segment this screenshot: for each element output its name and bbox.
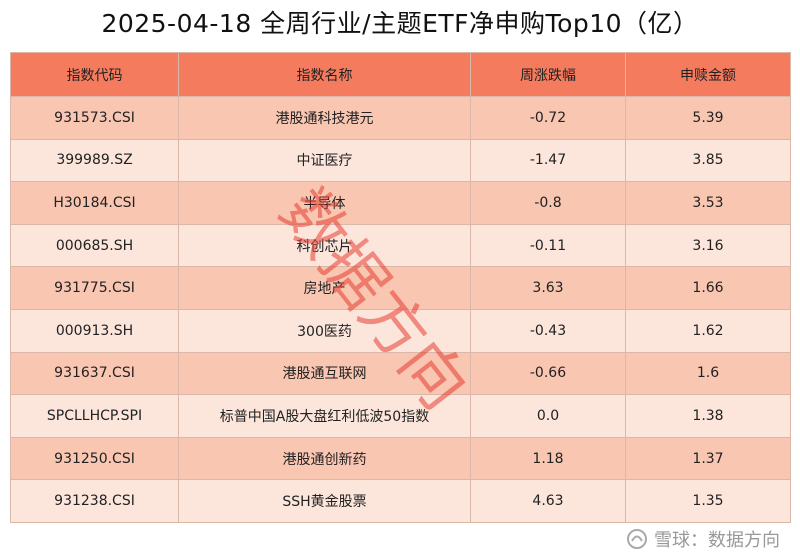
table-cell: 1.6	[625, 351, 791, 396]
table-cell: 3.85	[625, 138, 791, 183]
table-cell: 中证医疗	[178, 138, 471, 183]
table-cell: 931637.CSI	[10, 351, 179, 396]
table-cell: 931573.CSI	[10, 96, 179, 140]
table-cell: 半导体	[178, 181, 471, 225]
table-row: SPCLLHCP.SPI 标普中国A股大盘红利低波50指数 0.0 1.38	[10, 394, 791, 438]
column-header: 周涨跌幅	[470, 52, 626, 97]
table-cell: 1.38	[625, 394, 791, 438]
table-cell: 3.53	[625, 181, 791, 225]
table-cell: -0.8	[470, 181, 626, 225]
table-cell: 标普中国A股大盘红利低波50指数	[178, 394, 471, 438]
table-body: 931573.CSI 港股通科技港元 -0.72 5.39 399989.SZ 中证医疗 -…	[10, 96, 791, 523]
table-row: 931637.CSI 港股通互联网 -0.66 1.6	[10, 351, 791, 396]
table-cell: 000913.SH	[10, 308, 179, 353]
logo-icon	[627, 529, 647, 549]
table-cell: SSH黄金股票	[178, 479, 471, 523]
table-cell: 1.35	[625, 479, 791, 523]
footer-source: 雪球：数据方向	[654, 530, 780, 551]
table-row: 931573.CSI 港股通科技港元 -0.72 5.39	[10, 96, 791, 140]
table-cell: 科创芯片	[178, 223, 471, 268]
table-cell: 1.62	[625, 308, 791, 353]
table-cell: 0.0	[470, 394, 626, 438]
table-row: 399989.SZ 中证医疗 -1.47 3.85	[10, 138, 791, 183]
column-header: 指数名称	[178, 52, 471, 97]
column-header: 指数代码	[10, 52, 179, 97]
table-cell: 000685.SH	[10, 223, 179, 268]
table-cell: 房地产	[178, 266, 471, 310]
table-cell: 931775.CSI	[10, 266, 179, 310]
table-cell: -0.72	[470, 96, 626, 140]
header-row: 指数代码 指数名称 周涨跌幅 申赎金额	[10, 52, 791, 97]
table-cell: 931238.CSI	[10, 479, 179, 523]
table-cell: -0.66	[470, 351, 626, 396]
table-cell: 3.16	[625, 223, 791, 268]
table-cell: 3.63	[470, 266, 626, 310]
table-cell: -0.11	[470, 223, 626, 268]
table-cell: 300医药	[178, 308, 471, 353]
table-row: 000913.SH 300医药 -0.43 1.62	[10, 308, 791, 353]
table-cell: 港股通互联网	[178, 351, 471, 396]
table-cell: 5.39	[625, 96, 791, 140]
table-cell: 1.37	[625, 436, 791, 481]
table-row: 000685.SH 科创芯片 -0.11 3.16	[10, 223, 791, 268]
table-cell: H30184.CSI	[10, 181, 179, 225]
data-table: 指数代码 指数名称 周涨跌幅 申赎金额 931573.CSI 港股通科技港元 -0.72 5…	[10, 52, 791, 523]
table-row: 931250.CSI 港股通创新药 1.18 1.37	[10, 436, 791, 481]
table-row: 931238.CSI SSH黄金股票 4.63 1.35	[10, 479, 791, 523]
table-cell: 1.18	[470, 436, 626, 481]
table-row: 931775.CSI 房地产 3.63 1.66	[10, 266, 791, 310]
table-cell: 1.66	[625, 266, 791, 310]
table-cell: 港股通创新药	[178, 436, 471, 481]
table-row: H30184.CSI 半导体 -0.8 3.53	[10, 181, 791, 225]
footer: 雪球：数据方向	[626, 526, 780, 552]
page-title: 2025-04-18 全周行业/主题ETF净申购Top10（亿）	[101, 9, 699, 38]
table-cell: -0.43	[470, 308, 626, 353]
table-cell: 931250.CSI	[10, 436, 179, 481]
column-header: 申赎金额	[625, 52, 791, 97]
table-cell: 4.63	[470, 479, 626, 523]
table-cell: SPCLLHCP.SPI	[10, 394, 179, 438]
table-cell: 399989.SZ	[10, 138, 179, 183]
table-cell: 港股通科技港元	[178, 96, 471, 140]
table-cell: -1.47	[470, 138, 626, 183]
